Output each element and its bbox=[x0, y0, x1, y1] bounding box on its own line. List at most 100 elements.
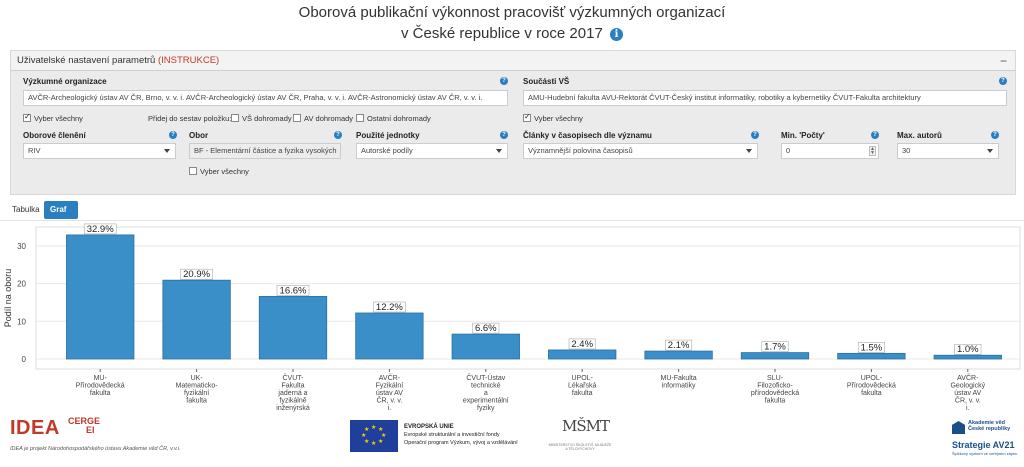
x-tick-label: i. bbox=[966, 405, 970, 412]
y-tick-label: 20 bbox=[17, 280, 26, 289]
idea-note: IDEA je projekt Národohospodářského ústa… bbox=[10, 446, 181, 452]
x-tick-label: ústav AV bbox=[376, 390, 403, 397]
units-select[interactable]: Autorské podíly bbox=[356, 143, 508, 159]
data-label: 2.1% bbox=[668, 340, 690, 351]
instructions-link[interactable]: (INSTRUKCE) bbox=[157, 55, 220, 66]
x-tick-label: jaderná a bbox=[277, 390, 307, 397]
checkbox-box[interactable] bbox=[293, 114, 301, 122]
chevron-down-icon bbox=[496, 149, 502, 153]
idea-ei-text: EI bbox=[86, 425, 95, 435]
units-label: Použité jednotky bbox=[356, 131, 420, 140]
x-tick-label: i. bbox=[388, 405, 392, 412]
idea-cerge-text: CERGE bbox=[68, 416, 101, 426]
x-tick-label: AVČR- bbox=[379, 373, 401, 382]
university-parts-help-icon[interactable]: ? bbox=[999, 77, 1007, 85]
checkbox-box[interactable] bbox=[23, 112, 31, 122]
x-tick-label: UPOL- bbox=[861, 375, 883, 382]
research-orgs-help-icon[interactable]: ? bbox=[500, 77, 508, 85]
vs-together-checkbox[interactable]: VŠ dohromady bbox=[231, 114, 292, 123]
data-label: 1.0% bbox=[957, 344, 979, 355]
select-all-orgs-checkbox[interactable]: Vyber všechny bbox=[23, 112, 83, 123]
journals-label: Články v časopisech dle významu bbox=[523, 131, 652, 140]
bar bbox=[933, 354, 1002, 360]
bar bbox=[355, 312, 424, 360]
data-label: 1.5% bbox=[861, 342, 883, 353]
bar-chart: 0 10 20 30 Podíl na oboru 32.9% MU- Přírodověde… bbox=[0, 220, 1024, 416]
x-tick-label: inženýrská bbox=[276, 405, 310, 412]
stepper-icon[interactable]: ▲ ▼ bbox=[869, 146, 876, 156]
select-all-orgs-label: Vyber všechny bbox=[34, 114, 83, 123]
checkbox-box[interactable] bbox=[356, 114, 364, 122]
tab-table[interactable]: Tabulka bbox=[12, 205, 40, 214]
x-tick-label: fakulta bbox=[572, 390, 593, 397]
units-help-icon[interactable]: ? bbox=[500, 131, 508, 139]
data-label-box bbox=[180, 268, 213, 280]
data-label-box bbox=[83, 223, 117, 235]
msmt-logo: MŠMT MINISTERSTVO ŠKOLSTVÍ, MLÁDEŽE A TĚ… bbox=[548, 417, 612, 453]
av-name: Akademie věd České republiky bbox=[968, 420, 1010, 432]
x-tick-label: informatiky bbox=[662, 383, 696, 390]
settings-panel: Uživatelské nastavení parametrů (INSTRUK… bbox=[10, 50, 1016, 195]
page-title-line1: Oborová publikační výkonnost pracovišť v… bbox=[298, 4, 726, 21]
university-parts-input[interactable]: AMU-Hudební fakulta AVU-Rektorát ČVUT-Če… bbox=[523, 90, 1007, 106]
bar bbox=[258, 295, 328, 360]
data-label-box bbox=[568, 338, 596, 350]
x-tick-label: MU-Fakulta bbox=[661, 375, 697, 382]
field-help-icon[interactable]: ? bbox=[334, 131, 342, 139]
x-tick-label: fyziky bbox=[477, 405, 495, 412]
av21-logo: Akademie věd České republiky Strategie AV… bbox=[950, 417, 1020, 461]
av-line2: České republiky bbox=[968, 426, 1011, 432]
chevron-down-icon bbox=[987, 149, 993, 153]
info-icon[interactable]: i bbox=[609, 28, 623, 41]
collapse-button[interactable]: − bbox=[999, 54, 1007, 68]
bar bbox=[162, 279, 231, 360]
bar bbox=[740, 352, 810, 360]
x-tick-label: fakulta bbox=[765, 398, 786, 405]
max-authors-help-icon[interactable]: ? bbox=[991, 131, 999, 139]
x-tick-label: ČR, v. v. bbox=[377, 396, 403, 405]
university-parts-label: Součásti VŠ bbox=[523, 77, 570, 86]
field-label: Obor bbox=[189, 131, 209, 140]
min-count-help-icon[interactable]: ? bbox=[871, 131, 879, 139]
journals-help-icon[interactable]: ? bbox=[751, 131, 759, 139]
max-authors-label: Max. autorů bbox=[897, 131, 942, 140]
tab-chart-bars[interactable]: Graf (bars) bbox=[44, 201, 79, 232]
av-together-checkbox[interactable]: AV dohromady bbox=[293, 114, 353, 123]
x-tick-label: Geologický bbox=[950, 383, 985, 390]
data-label-box bbox=[276, 285, 310, 296]
checkbox-box[interactable] bbox=[523, 112, 531, 122]
checkbox-box[interactable] bbox=[189, 167, 197, 175]
data-label-box bbox=[857, 342, 885, 353]
field-division-value: RIV bbox=[28, 146, 41, 155]
eu-line1: EVROPSKÁ UNIE bbox=[404, 424, 454, 430]
checkbox-box[interactable] bbox=[231, 114, 239, 122]
eu-text: EVROPSKÁ UNIE Evropské strukturální a in… bbox=[404, 423, 518, 447]
journals-value: Významnější polovina časopisů bbox=[528, 146, 633, 155]
x-tick-label: Přírodovědecká bbox=[847, 383, 896, 390]
bar bbox=[644, 350, 713, 360]
chevron-down-icon bbox=[746, 149, 752, 153]
page-title: Oborová publikační výkonnost pracovišť v… bbox=[0, 2, 1024, 44]
page-title-line2: v České republice v roce 2017 i bbox=[0, 23, 1024, 44]
select-all-fields-checkbox[interactable]: Vyber všechny bbox=[189, 167, 249, 176]
journals-select[interactable]: Významnější polovina časopisů bbox=[523, 143, 758, 159]
page-title-line2-text: v České republice v roce 2017 bbox=[401, 25, 603, 42]
x-tick-label: UPOL- bbox=[571, 375, 593, 382]
x-tick-label: fyzikálně bbox=[279, 398, 306, 405]
y-axis-label: Podíl na oboru bbox=[3, 269, 13, 328]
data-label: 20.9% bbox=[183, 269, 210, 280]
x-tick-label: technické bbox=[471, 383, 501, 390]
idea-logo: IDEA bbox=[10, 417, 60, 439]
research-orgs-input[interactable]: AVČR-Archeologický ústav AV ČR, Brno, v.… bbox=[23, 90, 508, 106]
others-together-checkbox[interactable]: Ostatní dohromady bbox=[356, 114, 431, 123]
y-tick-label: 30 bbox=[17, 242, 26, 251]
field-division-select[interactable]: RIV bbox=[23, 143, 176, 159]
bar bbox=[451, 333, 520, 360]
x-tick-label: Filozoficko- bbox=[757, 383, 793, 390]
field-division-help-icon[interactable]: ? bbox=[169, 131, 177, 139]
field-select[interactable]: BF - Elementární částice a fyzika vysoký… bbox=[189, 143, 341, 159]
select-all-parts-checkbox[interactable]: Vyber všechny bbox=[523, 112, 583, 123]
min-count-input[interactable]: 0 ▲ ▼ bbox=[781, 143, 879, 159]
max-authors-select[interactable]: 30 bbox=[897, 143, 999, 159]
field-division-label: Oborové členění bbox=[23, 131, 86, 140]
